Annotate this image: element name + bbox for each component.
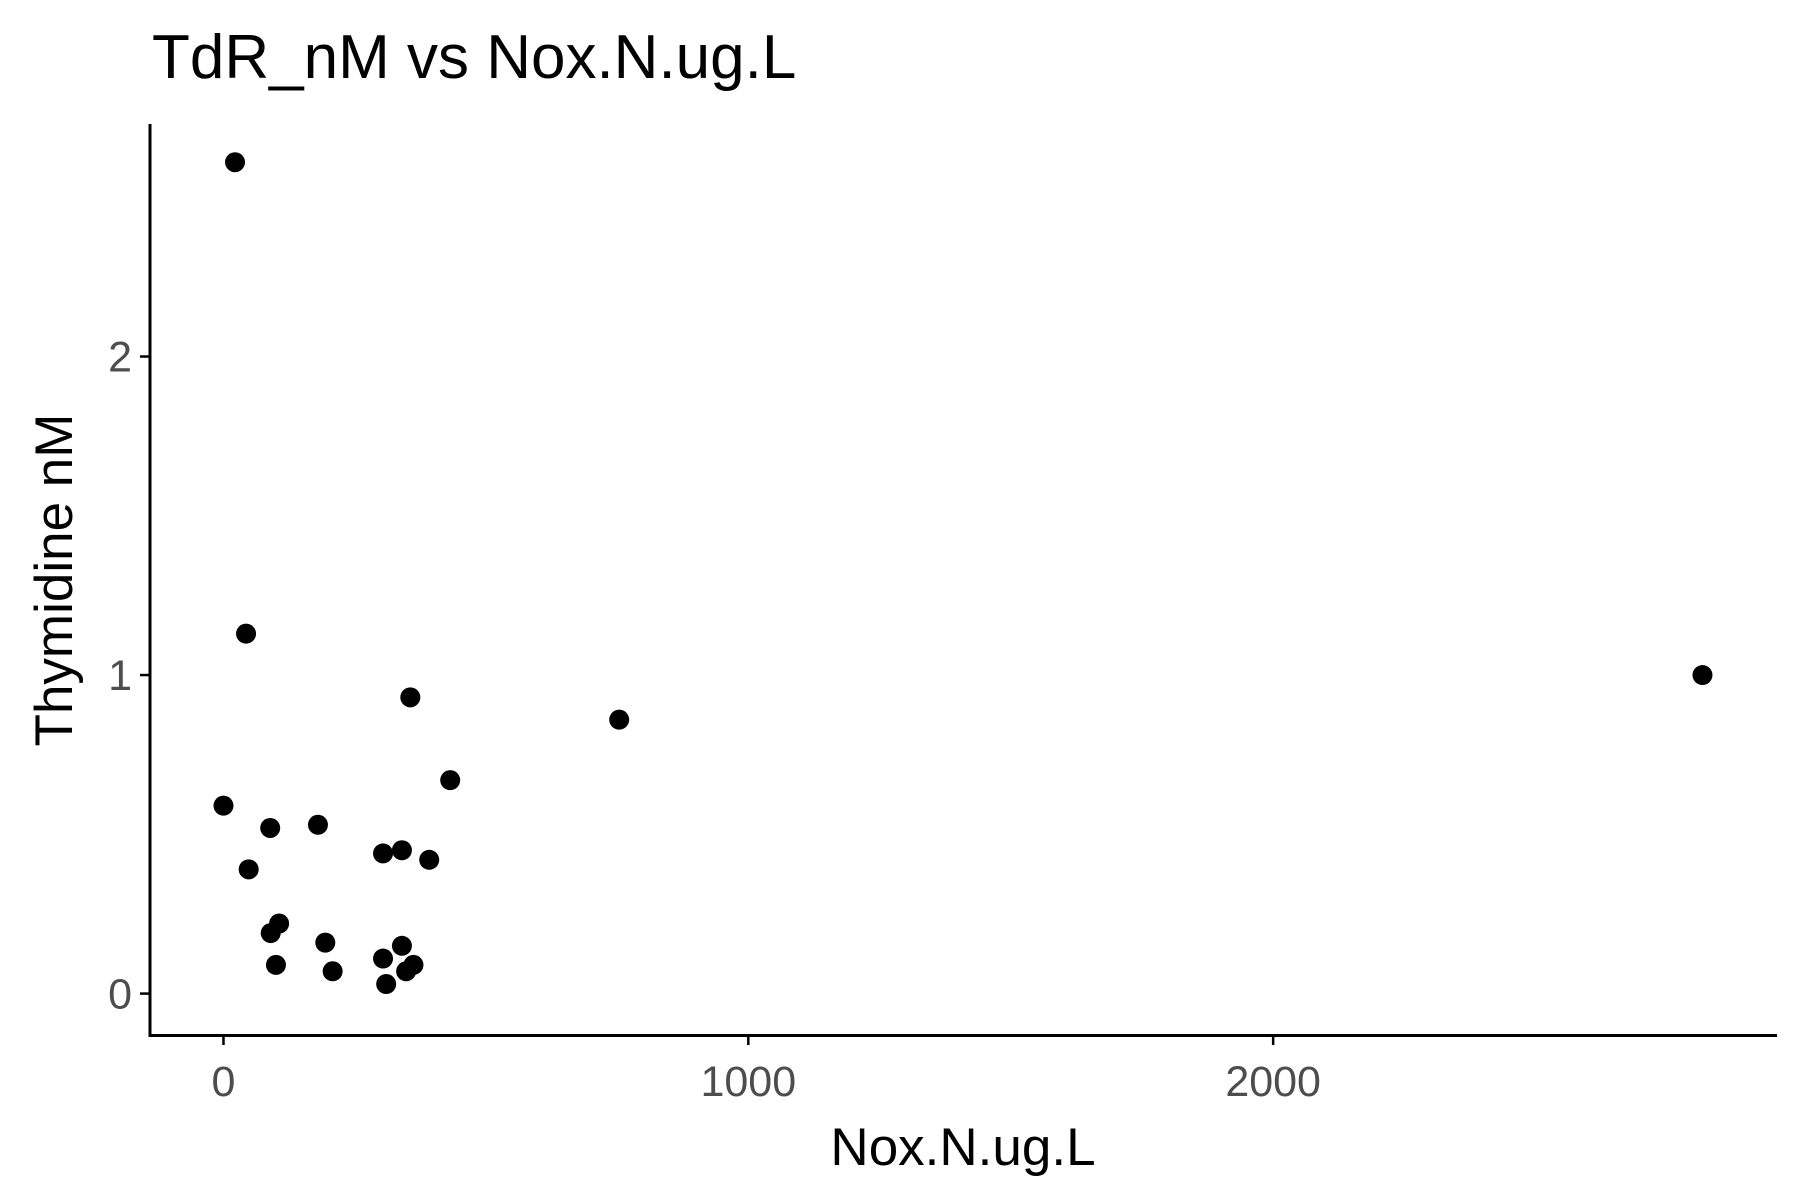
data-point	[225, 152, 246, 173]
data-point	[609, 709, 630, 730]
x-axis-title: Nox.N.ug.L	[830, 1118, 1095, 1177]
data-point	[373, 948, 394, 969]
y-tick-label: 1	[108, 652, 132, 700]
data-point	[419, 849, 440, 870]
data-point	[376, 974, 397, 995]
data-point	[238, 859, 259, 880]
chart-title: TdR_nM vs Nox.N.ug.L	[152, 23, 796, 92]
data-point	[322, 961, 343, 982]
data-point	[403, 954, 424, 975]
data-point	[269, 913, 290, 934]
data-points	[213, 152, 1713, 995]
data-point	[391, 840, 412, 861]
x-tick-label: 0	[212, 1058, 236, 1106]
data-point	[440, 770, 461, 791]
x-ticks: 0 1000 2000	[212, 1035, 1321, 1106]
data-point	[265, 954, 286, 975]
data-point	[213, 795, 234, 816]
data-point	[391, 935, 412, 956]
y-tick-label: 0	[108, 971, 132, 1019]
data-point	[373, 843, 394, 864]
x-tick-label: 1000	[700, 1058, 796, 1106]
data-point	[1692, 665, 1713, 686]
data-point	[400, 687, 421, 708]
x-tick-label: 2000	[1225, 1058, 1321, 1106]
y-ticks: 0 1 2	[108, 334, 150, 1019]
data-point	[315, 932, 336, 953]
data-point	[260, 817, 281, 838]
y-axis-title: Thymidine nM	[25, 414, 84, 747]
y-tick-label: 2	[108, 334, 132, 382]
data-point	[236, 623, 257, 644]
data-point	[307, 814, 328, 835]
